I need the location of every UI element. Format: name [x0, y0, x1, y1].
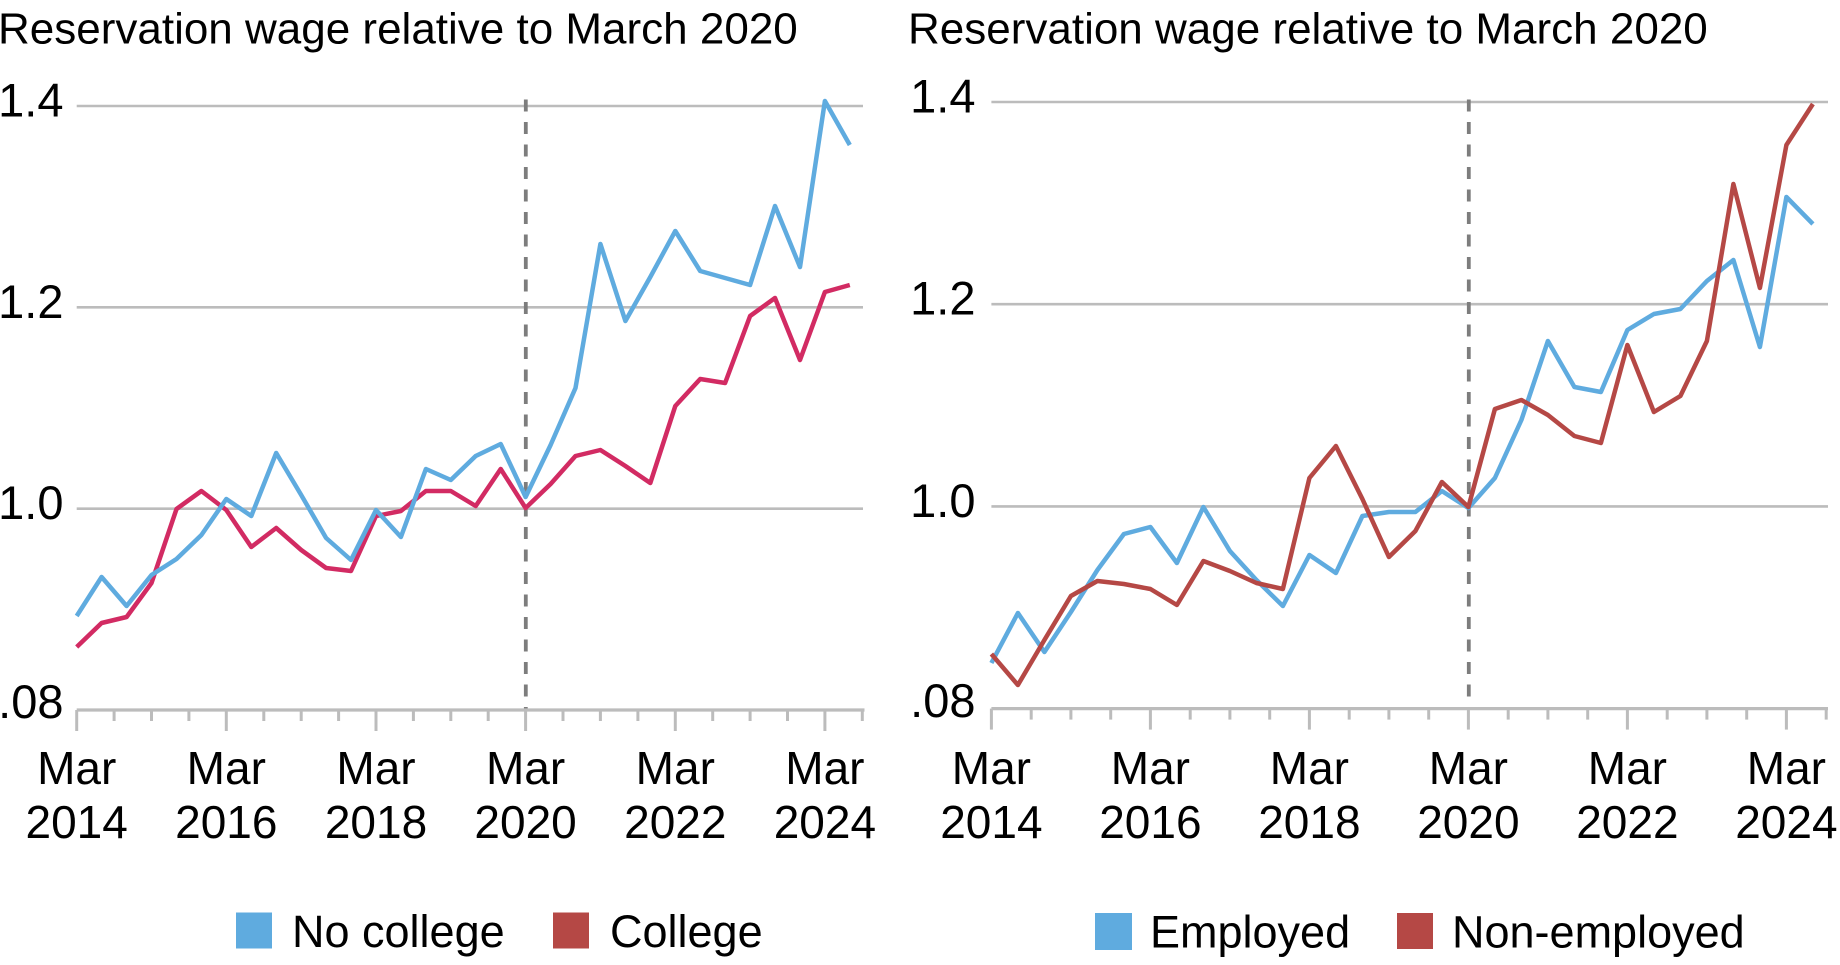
- svg-text:2024: 2024: [774, 796, 876, 848]
- svg-text:Mar: Mar: [1429, 742, 1508, 794]
- svg-text:Reservation wage relative to M: Reservation wage relative to March 2020: [908, 5, 1708, 54]
- svg-text:Mar: Mar: [785, 742, 864, 794]
- svg-text:Mar: Mar: [486, 742, 565, 794]
- svg-text:2018: 2018: [1258, 796, 1360, 848]
- svg-text:2020: 2020: [474, 796, 576, 848]
- svg-text:1.2: 1.2: [910, 272, 975, 325]
- svg-text:2016: 2016: [1099, 796, 1201, 848]
- svg-text:Mar: Mar: [1747, 742, 1826, 794]
- svg-text:1.4: 1.4: [0, 74, 64, 127]
- svg-text:2018: 2018: [325, 796, 427, 848]
- svg-text:2014: 2014: [940, 796, 1042, 848]
- svg-text:.08: .08: [0, 675, 64, 728]
- svg-text:Mar: Mar: [1270, 742, 1349, 794]
- svg-text:Mar: Mar: [1111, 742, 1190, 794]
- svg-text:2024: 2024: [1735, 796, 1837, 848]
- svg-text:2016: 2016: [175, 796, 277, 848]
- svg-text:2022: 2022: [624, 796, 726, 848]
- svg-text:2020: 2020: [1417, 796, 1519, 848]
- svg-text:No college: No college: [292, 906, 505, 957]
- svg-text:Mar: Mar: [187, 742, 266, 794]
- svg-text:Non-employed: Non-employed: [1452, 907, 1745, 958]
- svg-text:2014: 2014: [26, 796, 128, 848]
- svg-text:1.2: 1.2: [0, 275, 64, 328]
- svg-text:College: College: [610, 906, 763, 957]
- svg-text:Mar: Mar: [37, 742, 116, 794]
- svg-text:1.0: 1.0: [0, 476, 64, 529]
- svg-text:1.4: 1.4: [910, 70, 975, 123]
- svg-text:.08: .08: [910, 674, 975, 727]
- svg-text:2022: 2022: [1576, 796, 1678, 848]
- svg-text:Employed: Employed: [1150, 907, 1350, 958]
- svg-text:Mar: Mar: [1588, 742, 1667, 794]
- svg-text:Mar: Mar: [636, 742, 715, 794]
- svg-text:1.0: 1.0: [910, 474, 975, 527]
- svg-text:Reservation wage relative to M: Reservation wage relative to March 2020: [0, 5, 798, 54]
- svg-text:Mar: Mar: [336, 742, 415, 794]
- svg-text:Mar: Mar: [952, 742, 1031, 794]
